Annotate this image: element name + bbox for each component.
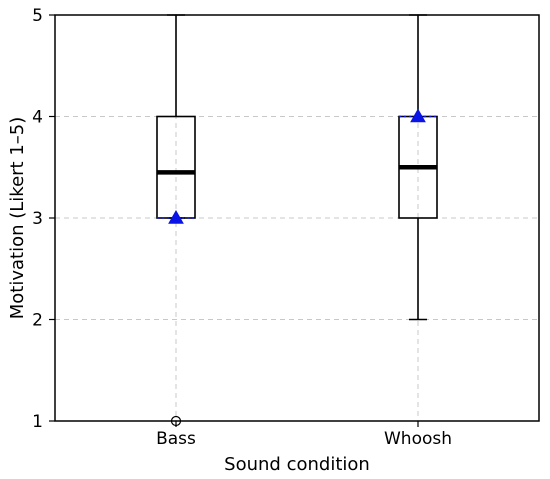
- x-tick-label: Whoosh: [384, 429, 452, 449]
- y-tick-label: 4: [32, 108, 43, 128]
- iqr-box: [156, 115, 196, 219]
- box-layer: [156, 14, 438, 427]
- x-axis-title: Sound condition: [224, 454, 370, 475]
- y-tick-label: 2: [32, 311, 43, 331]
- mean-marker: [410, 108, 426, 123]
- grid-layer: [55, 14, 539, 422]
- y-tick-label: 1: [32, 412, 43, 432]
- x-tick-label: Bass: [156, 429, 196, 449]
- y-tick-label: 5: [32, 6, 43, 26]
- tick-layer: 1 2 3 4 5 Bass Whoosh: [32, 6, 452, 449]
- y-tick-label: 3: [32, 209, 43, 229]
- y-axis-title: Motivation (Likert 1–5): [7, 117, 28, 320]
- mean-marker: [168, 209, 184, 224]
